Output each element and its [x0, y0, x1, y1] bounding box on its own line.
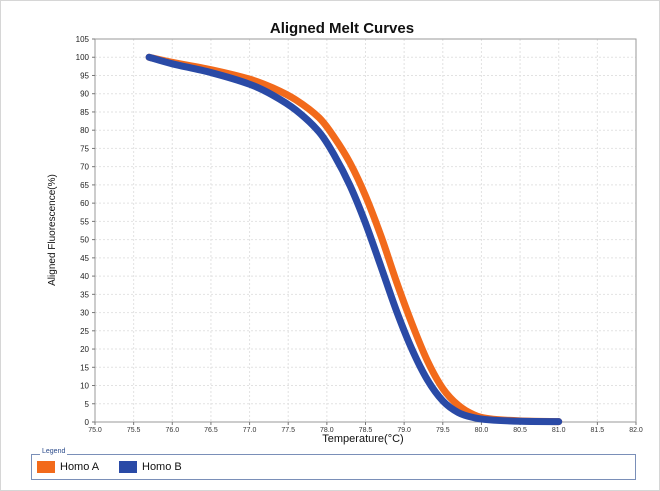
y-tick-label: 90 [80, 90, 89, 99]
y-tick-label: 0 [85, 418, 90, 427]
y-tick-label: 105 [76, 35, 90, 44]
x-tick-label: 79.0 [397, 427, 411, 434]
y-tick-label: 60 [80, 199, 89, 208]
x-tick-label: 75.0 [88, 427, 102, 434]
x-tick-label: 76.5 [204, 427, 218, 434]
legend-label-homo-a: Homo A [60, 461, 100, 473]
y-axis-label: Aligned Fluorescence(%) [47, 174, 58, 286]
y-axis: 0 5 10 15 20 25 30 35 40 45 50 55 60 65 70 75 80 85 90 95 10… [76, 35, 95, 427]
x-tick-label: 79.5 [436, 427, 450, 434]
x-axis-label: Temperature(°C) [322, 433, 403, 445]
x-tick-label: 82.0 [629, 427, 643, 434]
y-tick-label: 35 [80, 290, 89, 299]
x-tick-label: 81.5 [591, 427, 605, 434]
y-tick-label: 45 [80, 254, 89, 263]
y-tick-label: 70 [80, 163, 89, 172]
series-group [145, 53, 563, 426]
y-tick-label: 5 [85, 400, 90, 409]
x-tick-label: 76.0 [165, 427, 179, 434]
series-line-homo-b [145, 53, 563, 426]
x-tick-label: 75.5 [127, 427, 141, 434]
legend-item-homo-b[interactable]: Homo B [119, 460, 182, 474]
y-tick-label: 40 [80, 272, 89, 281]
y-tick-label: 55 [80, 217, 89, 226]
legend [31, 454, 636, 480]
y-tick-label: 25 [80, 327, 89, 336]
y-tick-label: 10 [80, 382, 89, 391]
y-tick-label: 50 [80, 236, 89, 245]
y-tick-label: 85 [80, 108, 89, 117]
y-tick-label: 15 [80, 363, 89, 372]
x-tick-label: 78.0 [320, 427, 334, 434]
y-tick-label: 20 [80, 345, 89, 354]
y-tick-label: 100 [76, 53, 90, 62]
legend-label-homo-b: Homo B [142, 461, 182, 473]
chart-title: Aligned Melt Curves [270, 20, 414, 37]
legend-swatch-homo-a [37, 461, 55, 473]
y-tick-label: 75 [80, 144, 89, 153]
y-tick-label: 65 [80, 181, 89, 190]
y-tick-label: 95 [80, 71, 89, 80]
y-tick-label: 80 [80, 126, 89, 135]
x-tick-label: 77.5 [281, 427, 295, 434]
x-tick-label: 77.0 [243, 427, 257, 434]
x-tick-label: 80.0 [475, 427, 489, 434]
legend-title: Legend [40, 448, 68, 455]
y-tick-label: 30 [80, 309, 89, 318]
legend-swatch-homo-b [119, 461, 137, 473]
x-tick-label: 80.5 [513, 427, 527, 434]
x-axis: 75.0 75.5 76.0 76.5 77.0 77.5 78.0 78.5 79.0 79.5… [88, 422, 643, 434]
x-tick-label: 78.5 [359, 427, 373, 434]
x-tick-label: 81.0 [552, 427, 566, 434]
legend-item-homo-a[interactable]: Homo A [37, 460, 99, 474]
